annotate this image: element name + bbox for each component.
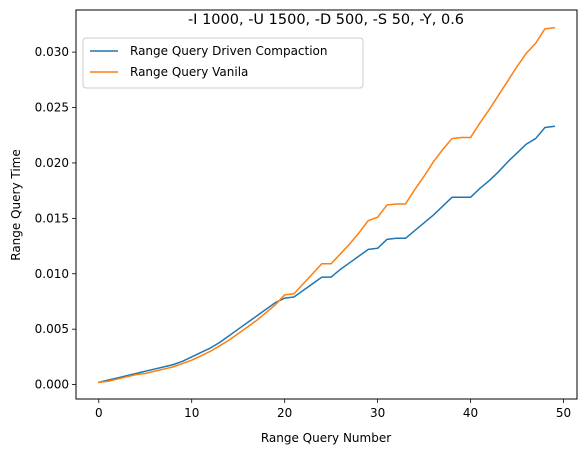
legend-label-driven: Range Query Driven Compaction: [130, 44, 328, 58]
series-line-1: [97, 26, 556, 384]
x-axis: 0 10 20 30 40 50: [95, 399, 571, 420]
x-tick-label: 30: [370, 406, 385, 420]
series-line-0: [97, 125, 556, 384]
plot-area: [75, 9, 578, 400]
x-tick-label: 0: [95, 406, 103, 420]
x-tick-label: 50: [556, 406, 571, 420]
x-tick-label: 10: [184, 406, 199, 420]
chart-title: -I 1000, -U 1500, -D 500, -S 50, -Y, 0.6: [188, 12, 464, 28]
y-tick-label: 0.010: [35, 267, 69, 281]
y-axis-label: Range Query Time: [9, 149, 23, 261]
y-tick-label: 0.025: [35, 101, 69, 115]
y-axis: 0.000 0.005 0.010 0.015 0.020 0.025 0.030: [35, 45, 76, 392]
plot-frame: [75, 9, 578, 400]
y-tick-label: 0.015: [35, 211, 69, 225]
y-tick-label: 0.030: [35, 45, 69, 59]
x-axis-label: Range Query Number: [261, 431, 391, 445]
y-tick-label: 0.005: [35, 322, 69, 336]
y-tick-label: 0.000: [35, 378, 69, 392]
lines-layer: [97, 26, 556, 384]
legend-box: [82, 37, 364, 89]
legend-label-vanila: Range Query Vanila: [130, 65, 248, 79]
legend: Range Query Driven Compaction Range Quer…: [82, 37, 364, 89]
y-tick-label: 0.020: [35, 156, 69, 170]
x-tick-label: 20: [277, 406, 292, 420]
x-tick-label: 40: [463, 406, 478, 420]
